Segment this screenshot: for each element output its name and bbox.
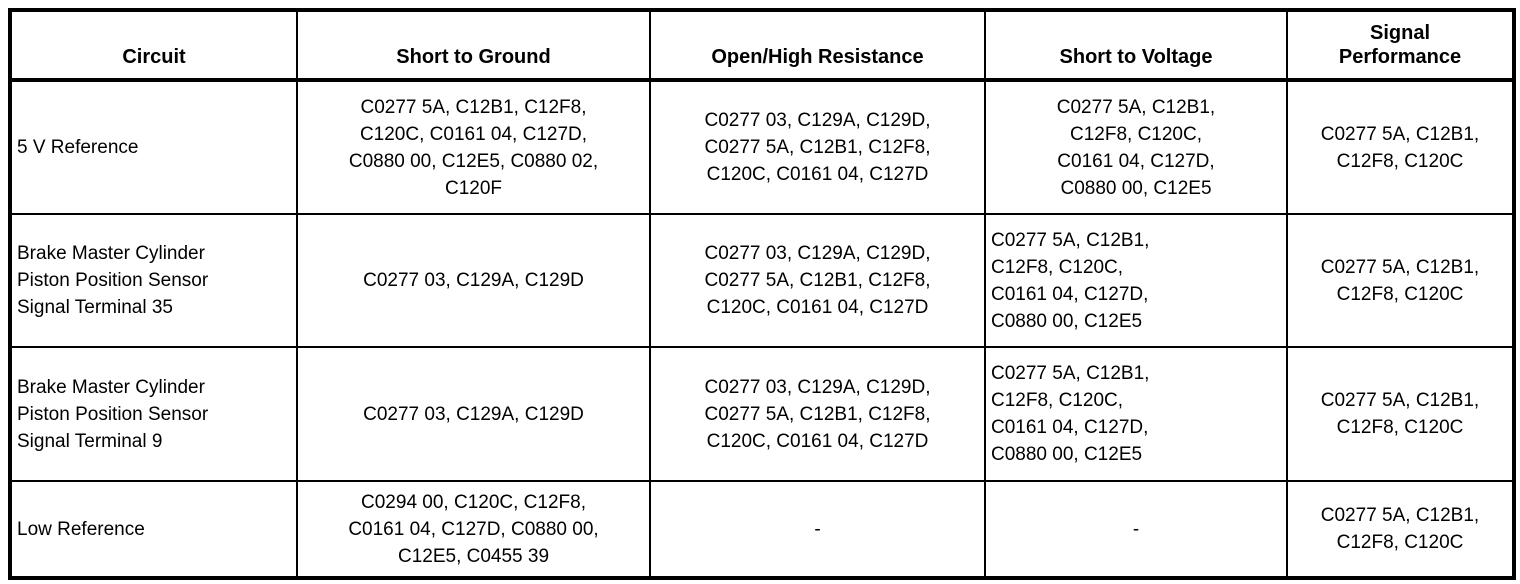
table-row: 5 V Reference C0277 5A, C12B1, C12F8, C1… xyxy=(9,79,1515,215)
cell-short-to-ground: C0294 00, C120C, C12F8, C0161 04, C127D,… xyxy=(296,480,651,579)
table-row: Brake Master Cylinder Piston Position Se… xyxy=(9,346,1515,482)
cell-open-high-resistance: C0277 03, C129A, C129D, C0277 5A, C12B1,… xyxy=(649,79,986,215)
column-header-circuit: Circuit xyxy=(9,9,298,82)
cell-signal-performance: C0277 5A, C12B1, C12F8, C120C xyxy=(1286,79,1515,215)
cell-short-to-ground: C0277 03, C129A, C129D xyxy=(296,346,651,482)
cell-circuit: Low Reference xyxy=(9,480,298,579)
cell-short-to-voltage: C0277 5A, C12B1, C12F8, C120C, C0161 04,… xyxy=(984,213,1288,348)
cell-signal-performance: C0277 5A, C12B1, C12F8, C120C xyxy=(1286,480,1515,579)
cell-short-to-ground: C0277 03, C129A, C129D xyxy=(296,213,651,348)
cell-short-to-voltage: - xyxy=(984,480,1288,579)
cell-circuit: Brake Master Cylinder Piston Position Se… xyxy=(9,213,298,348)
cell-circuit: 5 V Reference xyxy=(9,79,298,215)
header-row: Circuit Short to Ground Open/High Resist… xyxy=(9,9,1515,82)
cell-short-to-ground: C0277 5A, C12B1, C12F8, C120C, C0161 04,… xyxy=(296,79,651,215)
cell-open-high-resistance: - xyxy=(649,480,986,579)
table-row: Brake Master Cylinder Piston Position Se… xyxy=(9,213,1515,348)
column-header-open-high-resistance: Open/High Resistance xyxy=(649,9,986,82)
column-header-short-to-ground: Short to Ground xyxy=(296,9,651,82)
circuit-fault-table: Circuit Short to Ground Open/High Resist… xyxy=(8,8,1516,580)
cell-signal-performance: C0277 5A, C12B1, C12F8, C120C xyxy=(1286,213,1515,348)
column-header-signal-performance: Signal Performance xyxy=(1286,9,1515,82)
table-row: Low Reference C0294 00, C120C, C12F8, C0… xyxy=(9,480,1515,579)
cell-open-high-resistance: C0277 03, C129A, C129D, C0277 5A, C12B1,… xyxy=(649,346,986,482)
column-header-short-to-voltage: Short to Voltage xyxy=(984,9,1288,82)
cell-circuit: Brake Master Cylinder Piston Position Se… xyxy=(9,346,298,482)
cell-short-to-voltage: C0277 5A, C12B1, C12F8, C120C, C0161 04,… xyxy=(984,346,1288,482)
cell-open-high-resistance: C0277 03, C129A, C129D, C0277 5A, C12B1,… xyxy=(649,213,986,348)
cell-signal-performance: C0277 5A, C12B1, C12F8, C120C xyxy=(1286,346,1515,482)
cell-short-to-voltage: C0277 5A, C12B1, C12F8, C120C, C0161 04,… xyxy=(984,79,1288,215)
